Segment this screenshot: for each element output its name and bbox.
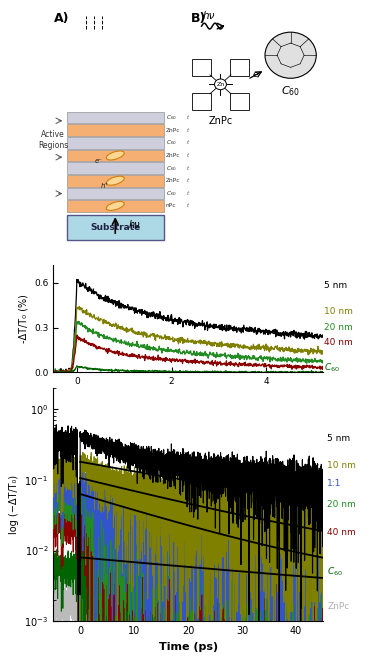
Text: t: t	[187, 128, 189, 133]
Text: ZnPc: ZnPc	[166, 153, 180, 158]
Text: 5 nm: 5 nm	[324, 281, 347, 291]
Circle shape	[265, 32, 316, 78]
Bar	[67, 188, 164, 199]
Y-axis label: log (−ΔT/T₀): log (−ΔT/T₀)	[9, 475, 19, 534]
Bar	[67, 162, 164, 174]
Bar	[67, 175, 164, 186]
Text: 1:1: 1:1	[327, 478, 342, 488]
Text: hν: hν	[129, 220, 140, 230]
Bar	[67, 137, 164, 149]
Text: 20 nm: 20 nm	[324, 323, 353, 332]
Text: t: t	[187, 153, 189, 158]
Text: e⁻: e⁻	[95, 158, 103, 164]
Text: Zn: Zn	[216, 82, 225, 87]
Bar	[67, 150, 164, 161]
Text: Substrate: Substrate	[90, 223, 140, 232]
Text: 20 nm: 20 nm	[327, 500, 356, 509]
Bar	[230, 59, 249, 76]
Text: ZnPc: ZnPc	[327, 603, 350, 611]
Text: $C_{60}$: $C_{60}$	[281, 84, 300, 98]
Text: nPc: nPc	[166, 204, 176, 208]
Text: ZnPc: ZnPc	[166, 178, 180, 183]
Text: ZnPc: ZnPc	[166, 128, 180, 133]
Text: $C_{60}$: $C_{60}$	[166, 138, 177, 147]
Text: $C_{60}$: $C_{60}$	[166, 189, 177, 198]
Text: $C_{60}$: $C_{60}$	[324, 361, 340, 374]
Text: $C_{60}$: $C_{60}$	[327, 566, 343, 578]
X-axis label: Time (ps): Time (ps)	[158, 642, 218, 652]
Text: t: t	[187, 115, 189, 120]
Bar	[67, 200, 164, 212]
Text: ZnPc: ZnPc	[208, 116, 233, 126]
Text: t: t	[187, 178, 189, 183]
Text: hν: hν	[202, 11, 215, 21]
Text: h⁺: h⁺	[100, 182, 109, 188]
Text: t: t	[187, 140, 189, 146]
Text: 5 nm: 5 nm	[327, 434, 350, 444]
Text: e⁻: e⁻	[253, 70, 263, 79]
Text: t: t	[187, 191, 189, 196]
Text: $C_{60}$: $C_{60}$	[166, 113, 177, 122]
Text: t: t	[187, 166, 189, 170]
Bar	[192, 93, 211, 110]
Y-axis label: -ΔT/T₀ (%): -ΔT/T₀ (%)	[18, 294, 28, 343]
Text: 10 nm: 10 nm	[324, 307, 353, 316]
Text: t: t	[187, 204, 189, 208]
Text: A): A)	[54, 11, 69, 25]
Text: 10 nm: 10 nm	[327, 461, 356, 470]
Bar	[67, 112, 164, 124]
Circle shape	[215, 79, 226, 90]
Ellipse shape	[106, 202, 124, 210]
Text: $C_{60}$: $C_{60}$	[166, 164, 177, 172]
Bar	[67, 215, 164, 240]
Text: 40 nm: 40 nm	[324, 338, 353, 347]
Bar	[230, 93, 249, 110]
Bar	[192, 59, 211, 76]
Ellipse shape	[106, 176, 124, 185]
Ellipse shape	[106, 151, 124, 160]
Text: Active
Regions: Active Regions	[38, 130, 68, 150]
Bar	[67, 124, 164, 136]
Text: 40 nm: 40 nm	[327, 528, 356, 537]
Text: B): B)	[191, 11, 206, 25]
